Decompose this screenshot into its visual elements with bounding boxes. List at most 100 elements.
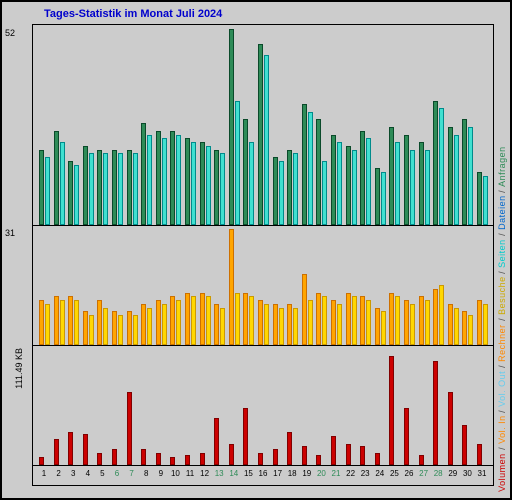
bar <box>214 304 219 345</box>
bar <box>243 119 248 225</box>
bar <box>404 300 409 345</box>
bar <box>448 127 453 225</box>
bar <box>206 146 211 225</box>
x-tick: 3 <box>66 469 80 478</box>
bar <box>162 138 167 225</box>
bar <box>112 150 117 225</box>
bar <box>273 157 278 225</box>
legend-item: Dateien <box>496 196 508 231</box>
bar <box>462 425 467 465</box>
bar <box>352 296 357 345</box>
bar <box>220 153 225 225</box>
bar <box>214 150 219 225</box>
bar <box>141 449 146 465</box>
bar <box>83 434 88 465</box>
bar <box>83 146 88 225</box>
bar <box>118 153 123 225</box>
x-tick: 21 <box>329 469 343 478</box>
bar <box>316 293 321 345</box>
bar <box>243 408 248 465</box>
bar <box>60 142 65 225</box>
chart-frame: Tages-Statistik im Monat Juli 2024 12345… <box>0 0 512 500</box>
bar <box>375 308 380 345</box>
panel-middle <box>33 225 493 345</box>
x-tick: 22 <box>344 469 358 478</box>
x-tick: 9 <box>154 469 168 478</box>
x-tick: 30 <box>460 469 474 478</box>
bar <box>258 44 263 225</box>
bar <box>279 308 284 345</box>
bar <box>258 300 263 345</box>
ylabel-top: 52 <box>5 28 15 38</box>
bar <box>454 308 459 345</box>
bar <box>381 311 386 345</box>
bar <box>483 304 488 345</box>
x-tick: 5 <box>95 469 109 478</box>
bar <box>229 29 234 225</box>
panel-bottom <box>33 345 493 465</box>
bar <box>273 304 278 345</box>
bar <box>302 274 307 345</box>
bar <box>156 453 161 465</box>
bar <box>74 165 79 225</box>
bar <box>439 108 444 225</box>
bar <box>433 101 438 225</box>
plot-area: 1234567891011121314151617181920212223242… <box>32 24 494 486</box>
bar <box>293 308 298 345</box>
x-tick: 31 <box>475 469 489 478</box>
legend-sep: / <box>496 362 508 371</box>
bar <box>308 112 313 225</box>
legend-sep: / <box>496 444 508 453</box>
legend-sep: / <box>496 230 508 239</box>
legend-item: Rechner <box>496 324 508 362</box>
bar <box>156 300 161 345</box>
bar <box>97 300 102 345</box>
bar <box>462 119 467 225</box>
bar <box>322 296 327 345</box>
bar <box>439 285 444 345</box>
x-tick: 6 <box>110 469 124 478</box>
x-tick: 1 <box>37 469 51 478</box>
legend-item: Anfragen <box>496 146 508 187</box>
x-tick: 16 <box>256 469 270 478</box>
bar <box>454 135 459 225</box>
bar <box>235 293 240 345</box>
x-tick: 11 <box>183 469 197 478</box>
legend-sep: / <box>496 187 508 196</box>
bar <box>147 308 152 345</box>
bar <box>346 444 351 465</box>
bar <box>381 172 386 225</box>
bar <box>54 296 59 345</box>
bar <box>45 304 50 345</box>
bar <box>360 131 365 225</box>
ylabel-mid: 31 <box>5 228 15 238</box>
bar <box>74 300 79 345</box>
bar <box>258 453 263 465</box>
x-tick: 27 <box>417 469 431 478</box>
bar <box>249 142 254 225</box>
bar <box>162 304 167 345</box>
legend-item: Seiten <box>496 239 508 268</box>
bar <box>97 453 102 465</box>
legend-item: Besuche <box>496 277 508 316</box>
bar <box>235 101 240 225</box>
bar <box>462 311 467 345</box>
bar <box>404 408 409 465</box>
bar <box>389 293 394 345</box>
bar <box>273 449 278 465</box>
bar <box>127 311 132 345</box>
bar <box>352 150 357 225</box>
bar <box>39 300 44 345</box>
bar <box>133 153 138 225</box>
bar <box>68 432 73 465</box>
bar <box>185 455 190 465</box>
bar <box>331 135 336 225</box>
bar <box>214 418 219 465</box>
bar <box>316 455 321 465</box>
bar <box>337 304 342 345</box>
bar <box>477 300 482 345</box>
bar <box>249 296 254 345</box>
x-tick: 7 <box>125 469 139 478</box>
x-tick: 26 <box>402 469 416 478</box>
bar <box>419 455 424 465</box>
